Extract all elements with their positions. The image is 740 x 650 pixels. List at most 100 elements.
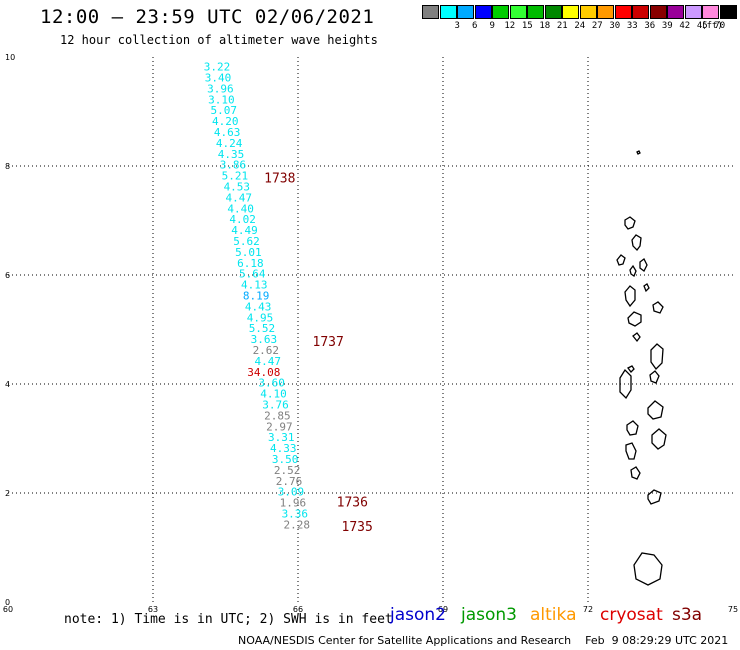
pass-time-label: 1737 [313, 335, 344, 350]
pass-time-label: 1735 [342, 520, 373, 535]
map-subtitle: 12 hour collection of altimeter wave hei… [60, 33, 378, 47]
swh-value: 2.97 [266, 420, 293, 433]
swh-value: 3.31 [268, 431, 295, 444]
legend-swatch [614, 5, 632, 19]
swh-value: 2.76 [276, 475, 303, 488]
note-text: note: 1) Time is in UTC; 2) SWH is in fe… [64, 612, 393, 627]
legend-swatch [439, 5, 457, 19]
swh-value: 4.02 [229, 213, 256, 226]
swh-value: 4.49 [231, 224, 257, 237]
satellite-s3a: s3a [672, 605, 703, 625]
swh-value: 3.36 [282, 508, 309, 521]
legend-swatch [667, 5, 684, 19]
swh-value: 4.33 [270, 442, 297, 455]
legend-label: 12 [504, 21, 516, 31]
satellite-jason3: jason3 [461, 605, 517, 625]
legend-label: 24 [574, 21, 586, 31]
swh-value: 3.10 [208, 93, 235, 106]
legend-label: 3 [454, 21, 460, 31]
legend-swatch [527, 5, 544, 19]
swh-value: 4.47 [226, 191, 253, 204]
swh-value: 3.63 [251, 333, 278, 346]
lat-lon-grid [8, 57, 733, 602]
y-tick-label: 8 [5, 162, 10, 171]
legend-label: 39 [661, 21, 673, 31]
x-tick-label: 72 [583, 605, 593, 614]
legend-swatch [702, 5, 719, 19]
footer-credit: NOAA/NESDIS Center for Satellite Applica… [238, 634, 729, 647]
axis-tick-labels: 60 63 66 69 72 75 0 2 4 6 8 10 [3, 53, 738, 614]
swh-value: 3.09 [278, 486, 305, 499]
legend-label: 21 [556, 21, 568, 31]
legend-unit: (ft) [701, 21, 723, 31]
swh-value: 5.52 [249, 322, 276, 335]
swh-value: 2.52 [274, 464, 301, 477]
y-tick-label: 10 [5, 53, 15, 62]
legend-label: 15 [521, 21, 533, 31]
pass-time-labels: 1738 1737 1736 1735 [264, 171, 373, 535]
swh-value: 34.08 [247, 366, 280, 379]
swh-value: 5.07 [211, 104, 238, 117]
legend-swatch [422, 5, 439, 19]
legend-label: 9 [489, 21, 495, 31]
map-title: 12:00 – 23:59 UTC 02/06/2021 [40, 6, 375, 28]
legend-label: 6 [472, 21, 478, 31]
legend-label: 33 [626, 21, 638, 31]
swh-value: 4.47 [255, 355, 282, 368]
legend-swatch [474, 5, 492, 19]
swh-value: 2.62 [253, 344, 279, 357]
satellite-altika: altika [530, 605, 577, 625]
swh-value: 4.24 [216, 137, 243, 150]
swh-value: 4.20 [212, 115, 239, 128]
legend-swatch [457, 5, 474, 19]
swh-value: 8.19 [243, 290, 270, 303]
swh-value: 3.76 [262, 399, 289, 412]
swh-value: 5.21 [222, 170, 249, 183]
swh-value: 3.86 [220, 159, 247, 172]
legend-swatch [597, 5, 614, 19]
legend-swatch [544, 5, 562, 19]
legend-swatch [719, 5, 737, 19]
legend-swatch [649, 5, 667, 19]
legend-swatch [684, 5, 702, 19]
swh-value: 5.01 [235, 246, 262, 259]
x-tick-label: 75 [728, 605, 738, 614]
swh-value: 3.22 [204, 61, 231, 74]
legend-swatch [562, 5, 579, 19]
x-tick-label: 66 [293, 605, 303, 614]
swh-value: 5.62 [233, 235, 260, 248]
legend-swatch [632, 5, 649, 19]
swh-value: 3.96 [207, 82, 234, 95]
satellite-jason2: jason2 [390, 605, 446, 625]
swh-value: 2.28 [284, 518, 311, 531]
y-tick-label: 4 [5, 380, 10, 389]
swh-value: 4.40 [227, 202, 254, 215]
legend-label: 36 [644, 21, 656, 31]
legend-swatch [579, 5, 597, 19]
x-tick-label: 69 [438, 605, 448, 614]
y-tick-label: 2 [5, 489, 10, 498]
swh-value: 5.64 [239, 268, 266, 281]
swh-value: 6.18 [237, 257, 264, 270]
swh-value: 4.53 [224, 181, 251, 194]
maldives-coastline [616, 150, 667, 586]
swh-value: 2.85 [264, 409, 291, 422]
legend-swatch [509, 5, 527, 19]
pass-time-label: 1736 [337, 496, 368, 511]
swh-value: 4.95 [247, 311, 274, 324]
legend-label: 27 [591, 21, 603, 31]
satellite-cryosat: cryosat [600, 605, 663, 625]
swh-value: 4.13 [241, 279, 268, 292]
y-tick-label: 6 [5, 271, 10, 280]
x-tick-label: 60 [3, 605, 13, 614]
swh-value: 3.40 [205, 72, 232, 85]
legend-label: 30 [609, 21, 621, 31]
swh-value: 4.35 [218, 148, 245, 161]
swh-value: 3.60 [258, 377, 285, 390]
legend-swatch [492, 5, 509, 19]
x-tick-label: 63 [148, 605, 158, 614]
y-tick-label: 0 [5, 598, 10, 607]
swh-value: 4.43 [245, 300, 271, 313]
swh-value: 4.63 [214, 126, 241, 139]
